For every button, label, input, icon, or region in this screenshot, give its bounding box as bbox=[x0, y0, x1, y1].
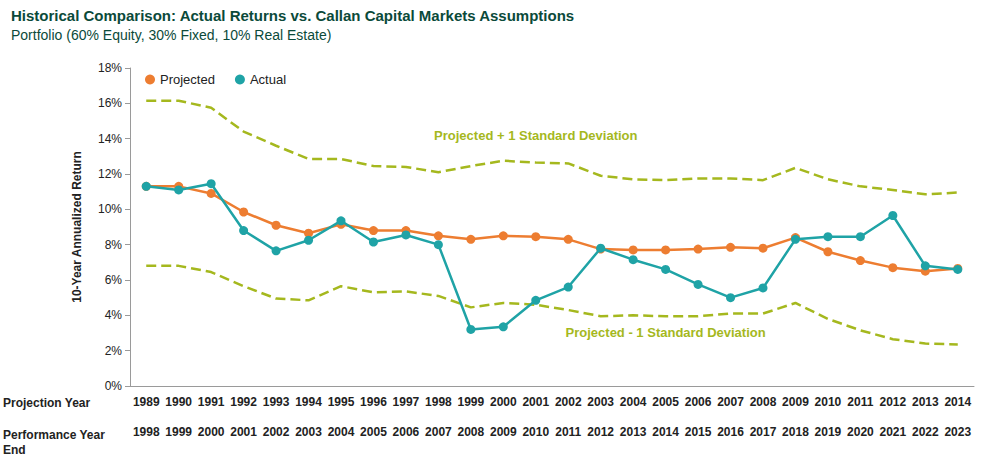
svg-text:2004: 2004 bbox=[620, 395, 647, 409]
svg-text:2003: 2003 bbox=[295, 425, 322, 439]
svg-text:2009: 2009 bbox=[490, 425, 517, 439]
svg-text:Actual: Actual bbox=[250, 72, 286, 87]
svg-text:2007: 2007 bbox=[717, 395, 744, 409]
svg-text:2000: 2000 bbox=[490, 395, 517, 409]
svg-text:2022: 2022 bbox=[912, 425, 939, 439]
svg-text:2021: 2021 bbox=[879, 425, 906, 439]
svg-text:2020: 2020 bbox=[847, 425, 874, 439]
svg-text:2003: 2003 bbox=[587, 395, 614, 409]
svg-text:2%: 2% bbox=[105, 344, 123, 358]
svg-text:10-Year Annualized Return: 10-Year Annualized Return bbox=[70, 151, 84, 303]
svg-text:2010: 2010 bbox=[522, 425, 549, 439]
svg-text:2008: 2008 bbox=[457, 425, 484, 439]
svg-text:1989: 1989 bbox=[133, 395, 160, 409]
svg-text:Projection Year: Projection Year bbox=[3, 396, 90, 410]
svg-text:2001: 2001 bbox=[522, 395, 549, 409]
svg-text:2010: 2010 bbox=[815, 395, 842, 409]
svg-text:Performance Year: Performance Year bbox=[3, 428, 108, 442]
svg-text:2006: 2006 bbox=[393, 425, 420, 439]
svg-text:10%: 10% bbox=[98, 202, 122, 216]
svg-text:2005: 2005 bbox=[652, 395, 679, 409]
svg-text:2002: 2002 bbox=[555, 395, 582, 409]
svg-text:8%: 8% bbox=[105, 238, 123, 252]
svg-text:End: End bbox=[3, 443, 26, 457]
svg-text:2019: 2019 bbox=[815, 425, 842, 439]
svg-text:2011: 2011 bbox=[847, 395, 873, 409]
svg-text:2006: 2006 bbox=[685, 395, 712, 409]
svg-text:2005: 2005 bbox=[360, 425, 387, 439]
svg-text:Historical Comparison: Actual: Historical Comparison: Actual Returns vs… bbox=[11, 7, 574, 24]
svg-text:12%: 12% bbox=[98, 167, 122, 181]
svg-text:2012: 2012 bbox=[879, 395, 906, 409]
svg-text:2011: 2011 bbox=[555, 425, 581, 439]
svg-text:1998: 1998 bbox=[133, 425, 160, 439]
svg-text:1996: 1996 bbox=[360, 395, 387, 409]
svg-text:Portfolio (60% Equity, 30% Fix: Portfolio (60% Equity, 30% Fixed, 10% Re… bbox=[11, 27, 331, 43]
svg-text:2016: 2016 bbox=[717, 425, 744, 439]
svg-text:18%: 18% bbox=[98, 61, 122, 75]
svg-text:2004: 2004 bbox=[328, 425, 355, 439]
svg-text:4%: 4% bbox=[105, 308, 123, 322]
svg-text:1998: 1998 bbox=[425, 395, 452, 409]
svg-text:0%: 0% bbox=[105, 379, 123, 393]
svg-text:2013: 2013 bbox=[620, 425, 647, 439]
svg-text:2014: 2014 bbox=[944, 395, 971, 409]
svg-text:2001: 2001 bbox=[230, 425, 257, 439]
svg-text:1992: 1992 bbox=[230, 395, 257, 409]
svg-text:Projected: Projected bbox=[160, 72, 215, 87]
svg-text:1991: 1991 bbox=[198, 395, 225, 409]
svg-text:2013: 2013 bbox=[912, 395, 939, 409]
svg-text:1999: 1999 bbox=[165, 425, 192, 439]
svg-text:2015: 2015 bbox=[685, 425, 712, 439]
svg-text:1995: 1995 bbox=[328, 395, 355, 409]
svg-text:2023: 2023 bbox=[944, 425, 971, 439]
svg-text:1993: 1993 bbox=[263, 395, 290, 409]
svg-text:2018: 2018 bbox=[782, 425, 809, 439]
svg-text:2007: 2007 bbox=[425, 425, 452, 439]
svg-text:1999: 1999 bbox=[457, 395, 484, 409]
svg-text:6%: 6% bbox=[105, 273, 123, 287]
svg-text:2014: 2014 bbox=[652, 425, 679, 439]
svg-text:2017: 2017 bbox=[750, 425, 777, 439]
svg-text:14%: 14% bbox=[98, 132, 122, 146]
svg-text:1997: 1997 bbox=[393, 395, 420, 409]
svg-text:16%: 16% bbox=[98, 96, 122, 110]
svg-text:1994: 1994 bbox=[295, 395, 322, 409]
svg-text:2000: 2000 bbox=[198, 425, 225, 439]
svg-text:2008: 2008 bbox=[750, 395, 777, 409]
svg-text:2009: 2009 bbox=[782, 395, 809, 409]
svg-text:Projected + 1 Standard Deviati: Projected + 1 Standard Deviation bbox=[434, 128, 637, 143]
svg-text:2002: 2002 bbox=[263, 425, 290, 439]
svg-text:Projected - 1 Standard Deviati: Projected - 1 Standard Deviation bbox=[566, 325, 766, 340]
svg-text:2012: 2012 bbox=[587, 425, 614, 439]
svg-text:1990: 1990 bbox=[165, 395, 192, 409]
